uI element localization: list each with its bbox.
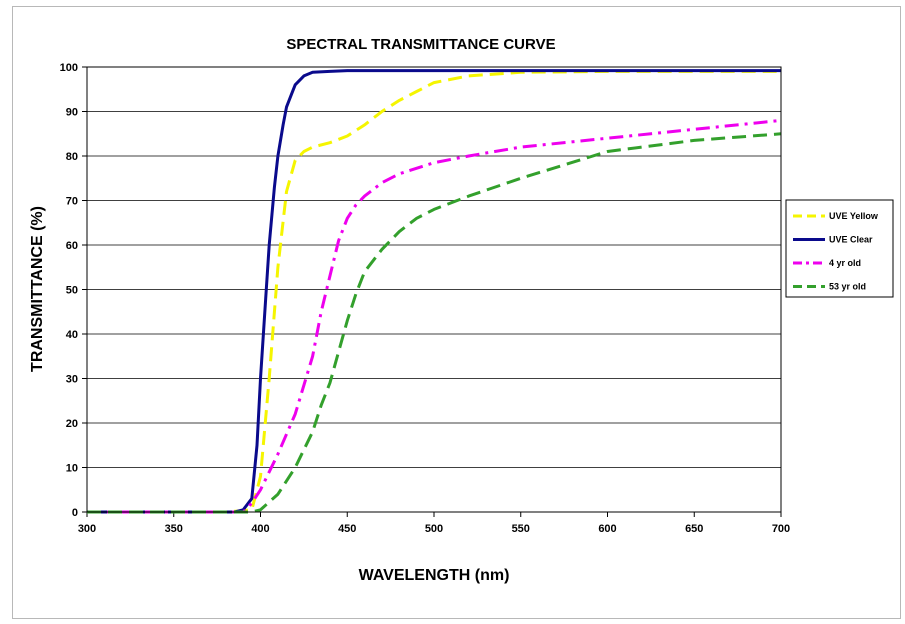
y-tick-label: 20 [66, 418, 78, 430]
legend-label: UVE Yellow [829, 211, 879, 221]
series-line-uve-clear [87, 69, 781, 514]
x-tick-label: 550 [512, 523, 530, 535]
x-tick-label: 300 [78, 523, 96, 535]
x-tick-label: 400 [251, 523, 269, 535]
plot-area-border [86, 66, 782, 513]
y-tick-label: 80 [66, 151, 78, 163]
series-line-4-yr-old [87, 118, 782, 514]
series-line-53-yr-old [87, 132, 782, 514]
y-tick-label: 0 [72, 507, 78, 519]
legend-label: 4 yr old [829, 258, 861, 268]
x-tick-label: 600 [598, 523, 616, 535]
legend-label: 53 yr old [829, 282, 866, 292]
x-tick-label: 450 [338, 523, 356, 535]
y-tick-label: 50 [66, 285, 78, 297]
y-tick-label: 30 [66, 374, 78, 386]
x-tick-label: 500 [425, 523, 443, 535]
y-tick-label: 60 [66, 240, 78, 252]
y-axis-title: TRANSMITTANCE (%) [29, 206, 46, 372]
y-tick-label: 40 [66, 329, 78, 341]
x-tick-label: 700 [772, 523, 790, 535]
series-layer [87, 69, 782, 514]
y-tick-label: 90 [66, 107, 78, 119]
x-tick-label: 650 [685, 523, 703, 535]
legend-label: UVE Clear [829, 235, 873, 245]
y-tick-label: 100 [60, 62, 78, 74]
legend-box [785, 199, 894, 298]
x-axis-title: WAVELENGTH (nm) [359, 567, 510, 584]
grid-layer [87, 111, 781, 468]
legend: UVE Yellow UVE Clear 4 yr old 53 yr old [785, 199, 894, 298]
series-line-uve-yellow [87, 69, 781, 514]
y-tick-label: 70 [66, 196, 78, 208]
y-tick-label: 10 [66, 463, 78, 475]
chart-title: SPECTRAL TRANSMITTANCE CURVE [286, 36, 555, 53]
tick-layer: 0 10 20 30 40 50 60 70 80 90 100 300 350 400 450 500 550… [60, 62, 791, 535]
x-tick-label: 350 [165, 523, 183, 535]
chart-frame [12, 6, 901, 619]
